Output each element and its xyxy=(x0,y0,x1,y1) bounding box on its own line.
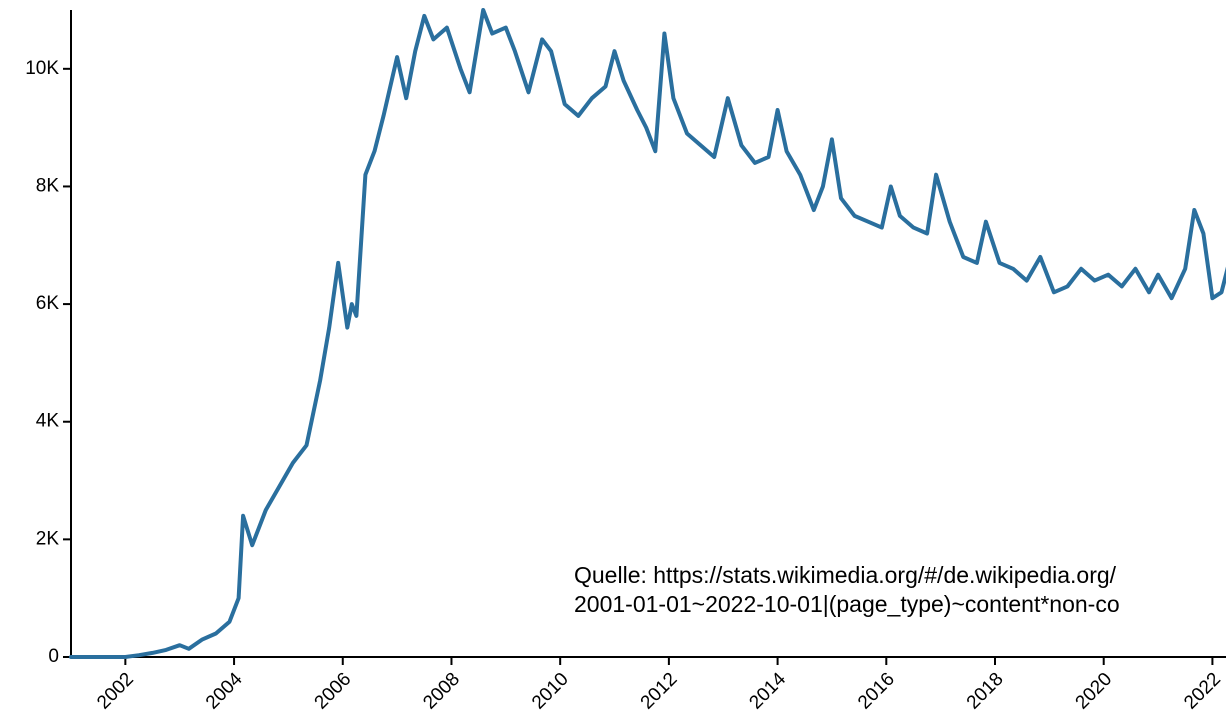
y-tick-label: 2K xyxy=(36,528,60,549)
x-tick-label: 2012 xyxy=(637,669,682,714)
y-tick-label: 8K xyxy=(36,175,60,196)
x-tick-label: 2018 xyxy=(963,669,1008,714)
x-tick-label: 2014 xyxy=(745,668,790,713)
series-line xyxy=(69,8,1226,659)
x-tick-label: 2004 xyxy=(202,668,247,713)
x-tick-label: 2006 xyxy=(311,669,356,714)
source-note-line-1: Quelle: https://stats.wikimedia.org/#/de… xyxy=(574,562,1117,588)
x-tick-label: 2010 xyxy=(528,669,573,714)
x-tick-label: 2002 xyxy=(93,669,138,714)
y-tick-label: 0 xyxy=(48,646,59,667)
x-tick-label: 2022 xyxy=(1180,669,1225,714)
x-tick-label: 2016 xyxy=(854,669,899,714)
y-tick-label: 6K xyxy=(36,293,60,314)
y-tick-label: 4K xyxy=(36,411,60,432)
x-tick-label: 2020 xyxy=(1072,669,1117,714)
y-axis-ticks: 0 2K 4K 6K 8K 10K xyxy=(25,58,71,667)
x-tick-label: 2008 xyxy=(419,669,464,714)
y-tick-label: 10K xyxy=(25,58,59,79)
x-axis-ticks: 2002 2004 2006 2008 2010 2012 2014 2016 2018 2020… xyxy=(93,657,1225,713)
source-note-line-2: 2001-01-01~2022-10-01|(page_type)~conten… xyxy=(574,591,1120,617)
